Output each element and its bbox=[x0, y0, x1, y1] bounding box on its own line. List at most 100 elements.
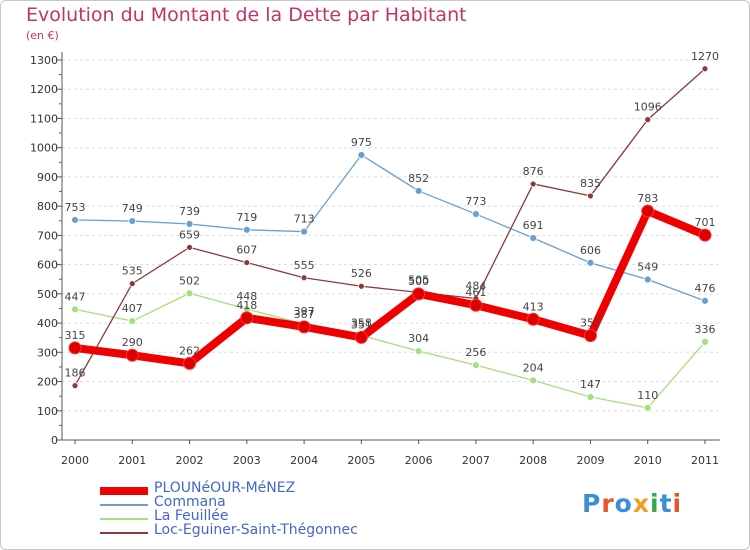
data-label: 413 bbox=[523, 300, 544, 313]
data-point bbox=[128, 280, 136, 288]
data-label: 659 bbox=[179, 228, 200, 241]
data-label: 749 bbox=[122, 202, 143, 215]
data-label: 876 bbox=[523, 165, 544, 178]
y-tick-label: 600 bbox=[37, 259, 58, 272]
data-label: 500 bbox=[408, 275, 429, 288]
data-label: 358 bbox=[351, 316, 372, 329]
data-point bbox=[128, 317, 137, 325]
data-label: 701 bbox=[695, 216, 716, 229]
x-tick-label: 2006 bbox=[405, 454, 433, 467]
series-line-loc-eguiner-saint-th-gonnec bbox=[74, 68, 706, 386]
data-point bbox=[643, 275, 652, 284]
data-label: 262 bbox=[179, 344, 200, 357]
data-label: 502 bbox=[179, 274, 200, 287]
logo-letter: i bbox=[672, 489, 683, 518]
data-label: 186 bbox=[65, 367, 86, 380]
data-label: 461 bbox=[465, 286, 486, 299]
y-tick-label: 300 bbox=[37, 346, 58, 359]
data-label: 975 bbox=[351, 136, 372, 149]
data-point bbox=[297, 320, 311, 334]
data-point bbox=[125, 348, 139, 362]
data-point bbox=[243, 259, 251, 266]
legend-swatch bbox=[100, 487, 148, 495]
data-label: 256 bbox=[465, 346, 486, 359]
data-label: 555 bbox=[294, 259, 315, 272]
data-point bbox=[300, 227, 308, 236]
data-point bbox=[529, 376, 538, 385]
y-tick-label: 500 bbox=[37, 288, 58, 301]
y-tick-label: 1200 bbox=[30, 83, 58, 96]
x-tick-label: 2009 bbox=[576, 454, 604, 467]
data-label: 835 bbox=[580, 177, 601, 190]
legend-label: La Feuillée bbox=[154, 508, 229, 524]
chart-subtitle: (en €) bbox=[26, 29, 59, 42]
x-tick-label: 2004 bbox=[290, 454, 318, 467]
data-point bbox=[128, 217, 137, 225]
x-tick-label: 2001 bbox=[118, 454, 146, 467]
data-point bbox=[583, 329, 597, 343]
legend-swatch bbox=[100, 532, 148, 534]
data-point bbox=[587, 192, 594, 200]
data-label: 753 bbox=[65, 201, 86, 214]
data-point bbox=[529, 234, 538, 242]
data-point bbox=[183, 356, 197, 370]
data-label: 204 bbox=[523, 361, 544, 374]
data-label: 549 bbox=[637, 261, 658, 274]
logo-letter: o bbox=[614, 489, 633, 518]
data-point bbox=[412, 287, 426, 301]
data-point bbox=[643, 403, 652, 412]
data-label: 387 bbox=[294, 308, 315, 321]
data-label: 448 bbox=[236, 290, 257, 303]
data-point bbox=[357, 151, 366, 159]
chart-title: Evolution du Montant de la Dette par Hab… bbox=[26, 4, 467, 26]
data-label: 290 bbox=[122, 336, 143, 349]
legend-label: PLOUNéOUR-MéNEZ bbox=[154, 480, 296, 496]
data-label: 1270 bbox=[691, 50, 719, 63]
series-line-commana bbox=[74, 154, 706, 302]
data-point bbox=[586, 393, 595, 401]
data-point bbox=[472, 210, 480, 218]
x-tick-label: 2003 bbox=[233, 454, 261, 467]
data-label: 110 bbox=[637, 389, 658, 402]
data-point bbox=[701, 65, 709, 73]
data-point bbox=[472, 361, 480, 370]
y-tick-label: 0 bbox=[51, 434, 58, 447]
data-label: 713 bbox=[294, 213, 315, 226]
legend-swatch bbox=[100, 504, 148, 506]
data-label: 691 bbox=[523, 219, 544, 232]
data-label: 607 bbox=[236, 244, 257, 257]
x-tick-label: 2005 bbox=[347, 454, 375, 467]
data-point bbox=[357, 282, 365, 290]
data-point bbox=[529, 180, 537, 188]
data-label: 783 bbox=[637, 192, 658, 205]
data-label: 304 bbox=[408, 332, 429, 345]
data-label: 476 bbox=[695, 282, 716, 295]
data-point bbox=[701, 296, 709, 305]
logo-letter: r bbox=[601, 489, 615, 518]
data-point bbox=[469, 298, 483, 312]
y-tick-label: 1100 bbox=[30, 112, 58, 125]
data-label: 315 bbox=[65, 329, 86, 342]
proxiti-logo: Proxiti bbox=[582, 489, 682, 518]
data-point bbox=[414, 347, 423, 356]
logo-letter: P bbox=[582, 489, 602, 518]
data-point bbox=[242, 225, 251, 234]
legend-label: Commana bbox=[154, 494, 226, 510]
y-tick-label: 400 bbox=[37, 317, 58, 330]
y-tick-label: 800 bbox=[37, 200, 58, 213]
legend-label: Loc-Eguiner-Saint-Thégonnec bbox=[154, 522, 358, 538]
data-label: 739 bbox=[179, 205, 200, 218]
data-point bbox=[644, 116, 652, 124]
data-point bbox=[240, 311, 254, 325]
y-tick-label: 700 bbox=[37, 229, 58, 242]
data-label: 526 bbox=[351, 267, 372, 280]
x-tick-label: 2011 bbox=[691, 454, 719, 467]
data-label: 336 bbox=[695, 323, 716, 336]
data-label: 351 bbox=[351, 318, 372, 331]
data-label: 719 bbox=[236, 211, 257, 224]
data-label: 535 bbox=[122, 265, 143, 278]
data-label: 447 bbox=[65, 290, 86, 303]
y-tick-label: 900 bbox=[37, 171, 58, 184]
